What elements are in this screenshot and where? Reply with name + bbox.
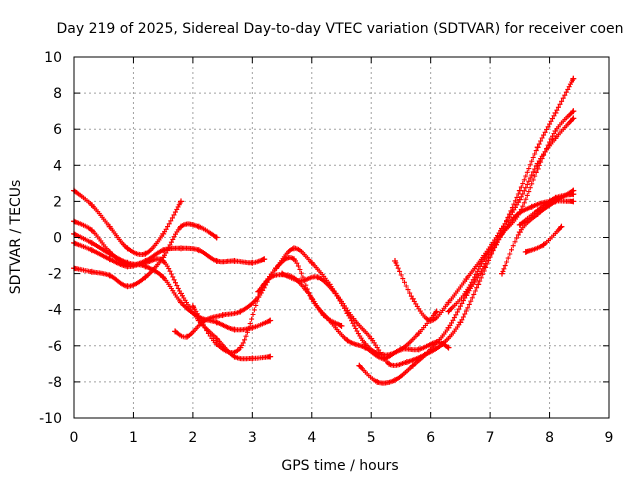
series-layer	[71, 75, 577, 386]
y-tick-label: 4	[53, 158, 62, 174]
trail-markers	[517, 191, 576, 228]
y-tick-label: 8	[53, 86, 62, 102]
series-trail	[446, 108, 576, 314]
series-trail	[279, 198, 576, 368]
y-tick-label: 0	[53, 231, 62, 247]
x-tick-label: 5	[367, 430, 376, 446]
series-sat-n	[516, 191, 577, 228]
y-tick-label: 10	[44, 50, 62, 66]
series-sat-b	[71, 230, 274, 333]
series-sat-d	[71, 221, 220, 290]
trail-markers	[523, 224, 564, 255]
y-tick-label: -6	[48, 339, 62, 355]
ticks: 0 1 2 3 4 5 6 7 8 9 -10 -8 -6 -4 -2 0 2 4 6 8 10	[39, 50, 613, 446]
y-tick-label: -8	[48, 375, 62, 391]
x-tick-label: 6	[426, 430, 435, 446]
series-sat-e	[71, 218, 268, 268]
series-sat-k	[392, 115, 577, 324]
series-sat-o	[522, 223, 565, 255]
y-tick-label: 2	[53, 194, 62, 210]
x-axis-label: GPS time / hours	[281, 458, 398, 474]
series-sat-j	[356, 75, 577, 386]
chart-title: Day 219 of 2025, Sidereal Day-to-day VTE…	[57, 21, 624, 37]
x-tick-label: 7	[486, 430, 495, 446]
x-tick-label: 9	[605, 430, 614, 446]
trail-markers	[446, 108, 576, 314]
series-trail	[71, 231, 273, 333]
series-sat-i	[279, 198, 577, 368]
trail-markers	[279, 198, 576, 368]
series-sat-l	[445, 108, 577, 315]
x-tick-label: 0	[70, 430, 79, 446]
x-tick-label: 1	[129, 430, 138, 446]
x-tick-label: 4	[307, 430, 316, 446]
series-sat-g	[189, 272, 345, 356]
trail-markers	[356, 76, 576, 386]
series-trail	[356, 76, 576, 386]
y-tick-label: -2	[48, 267, 62, 283]
trail-markers	[71, 231, 273, 333]
y-axis-label: SDTVAR / TECUs	[8, 180, 24, 295]
grid	[74, 57, 609, 418]
y-tick-label: 6	[53, 122, 62, 138]
x-tick-label: 2	[188, 430, 197, 446]
y-tick-label: -4	[48, 303, 62, 319]
x-tick-label: 3	[248, 430, 257, 446]
x-tick-label: 8	[545, 430, 554, 446]
y-tick-label: -10	[39, 411, 62, 427]
series-trail	[517, 191, 576, 228]
series-trail	[523, 224, 564, 255]
